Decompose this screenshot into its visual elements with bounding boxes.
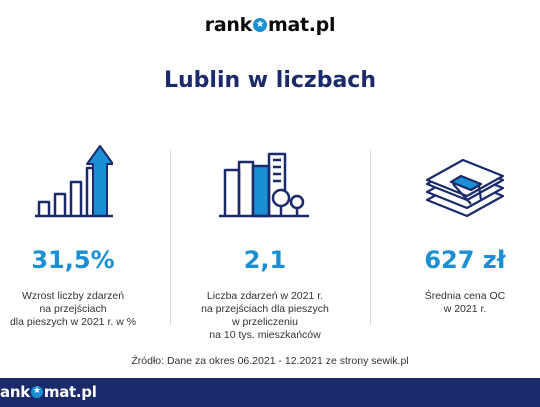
footer-logo-star-icon <box>30 385 43 398</box>
source-note: Źródło: Dane za okres 06.2021 - 12.2021 … <box>131 355 409 367</box>
column-divider <box>170 150 171 325</box>
stat-card-growth: 31,5% Wzrost liczby zdarzeń na przejścia… <box>0 140 158 329</box>
footer-logo[interactable]: ank mat.pl <box>0 383 97 401</box>
growth-chart-arrow-icon <box>0 140 158 220</box>
stat-card-incidents: 2,1 Liczba zdarzeń w 2021 r. na przejści… <box>180 140 350 342</box>
stat-description: Liczba zdarzeń w 2021 r. na przejściach … <box>201 290 329 341</box>
logo-text-end: mat.pl <box>267 14 336 36</box>
page-title: Lublin w liczbach <box>163 68 377 93</box>
money-stack-icon <box>380 140 540 220</box>
footer-logo-text-start: ank <box>0 383 30 401</box>
column-divider <box>370 150 371 325</box>
stat-value: 2,1 <box>243 246 287 274</box>
stat-description: Średnia cena OC w 2021 r. <box>424 290 506 315</box>
city-buildings-icon <box>180 140 350 220</box>
logo-star-icon <box>252 17 267 33</box>
stat-value: 627 zł <box>424 246 506 274</box>
brand-logo[interactable]: rank mat.pl <box>0 14 540 36</box>
stat-card-insurance: 627 zł Średnia cena OC w 2021 r. <box>380 140 540 316</box>
footer-bar: ank mat.pl <box>0 378 540 407</box>
footer-logo-text-end: mat.pl <box>43 383 97 401</box>
stat-description: Wzrost liczby zdarzeń na przejściach dla… <box>9 290 137 328</box>
stat-value: 31,5% <box>31 246 115 274</box>
logo-text-start: rank <box>204 14 252 36</box>
